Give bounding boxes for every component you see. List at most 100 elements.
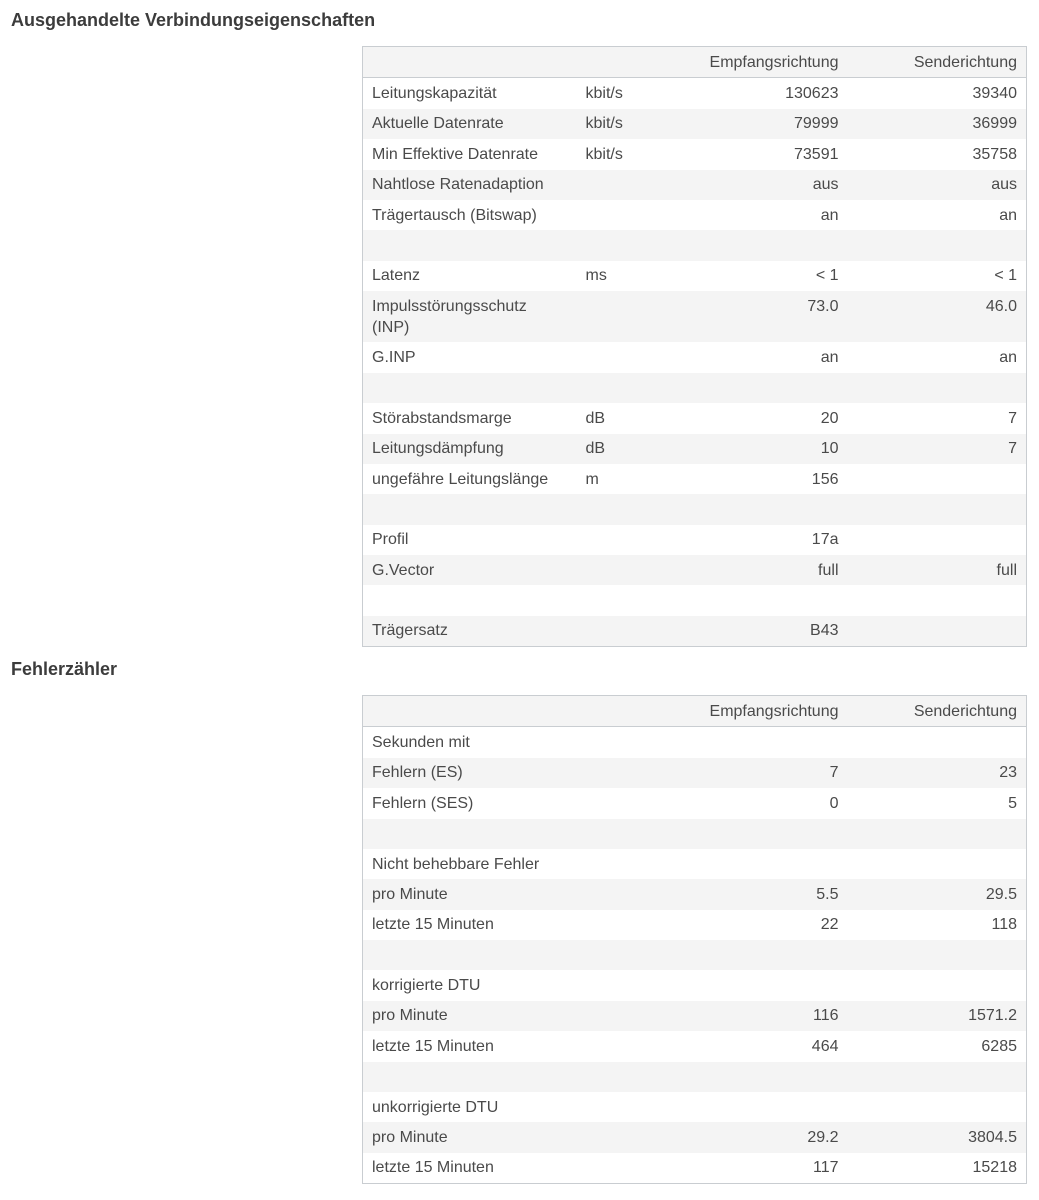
header-row: Empfangsrichtung Senderichtung (362, 46, 1027, 78)
row-label: Aktuelle Datenrate (372, 115, 504, 133)
rx-value: an (820, 349, 839, 367)
data-row: korrigierte DTU (363, 970, 1027, 1000)
table-body: Leitungskapazität kbit/s 130623 39340 Aktuel… (362, 78, 1027, 647)
spacer-cell (363, 373, 1027, 403)
spacer-row (362, 230, 1027, 261)
spacer-row (362, 494, 1027, 525)
row-unit: dB (585, 409, 606, 427)
tx-value: 1571.2 (968, 1007, 1017, 1025)
spacer-cell (363, 494, 1027, 524)
row-label: Störabstandsmarge (372, 409, 512, 427)
rx-value: B43 (810, 622, 839, 640)
data-row: pro Minute 5.5 29.5 (362, 879, 1027, 910)
data-row: Fehlern (ES) 7 23 (362, 757, 1027, 789)
data-row: pro Minute 29.2 3804.5 (362, 1122, 1027, 1153)
rx-value: < 1 (815, 267, 839, 285)
rx-value: 464 (811, 1037, 839, 1055)
tx-value: 39340 (972, 85, 1018, 103)
table-head: Empfangsrichtung Senderichtung (362, 695, 1027, 727)
tx-value: 118 (991, 916, 1017, 934)
row-label: korrigierte DTU (372, 977, 481, 995)
column-header: Empfangsrichtung (709, 53, 839, 71)
spacer-row (362, 818, 1027, 849)
rx-value (668, 849, 848, 879)
data-row: Trägertausch (Bitswap) an an (363, 200, 1027, 230)
row-unit (577, 555, 668, 585)
row-label: G.Vector (372, 561, 435, 579)
tx-value: 23 (999, 764, 1017, 782)
row-label: Leitungsdämpfung (372, 440, 504, 458)
tx-value: 35758 (972, 145, 1018, 163)
rx-value (668, 1092, 848, 1122)
row-unit (577, 525, 668, 555)
data-row: Profil 17a (363, 525, 1027, 555)
row-label: letzte 15 Minuten (372, 1159, 494, 1177)
data-row: G.INP an an (363, 342, 1027, 372)
tx-value: 46.0 (985, 297, 1017, 315)
tx-value (848, 970, 1027, 1000)
tx-value (848, 525, 1027, 555)
rx-value (668, 727, 848, 758)
row-label: Profil (372, 531, 409, 549)
rx-value: 0 (829, 794, 839, 812)
data-row: unkorrigierte DTU (363, 1092, 1027, 1122)
row-unit (577, 727, 668, 758)
data-row: Nicht behebbare Fehler (363, 849, 1027, 879)
row-label: Nahtlose Ratenadaption (372, 176, 544, 194)
row-label: Impulsstörungsschutz (INP) (372, 297, 527, 336)
row-unit (577, 849, 668, 879)
tx-value: 6285 (981, 1037, 1017, 1055)
row-label: Sekunden mit (372, 734, 470, 752)
column-header: Senderichtung (913, 53, 1017, 71)
data-row: Fehlern (SES) 0 5 (363, 788, 1027, 818)
data-row: Aktuelle Datenrate kbit/s 79999 36999 (362, 108, 1027, 140)
tx-value: 7 (1008, 440, 1017, 458)
data-row: Störabstandsmarge dB 20 7 (363, 403, 1027, 433)
data-row: ungefähre Leitungslänge m 156 (363, 464, 1027, 494)
tx-value (848, 616, 1027, 647)
data-row: pro Minute 116 1571.2 (362, 1000, 1027, 1032)
rx-value: 10 (820, 440, 839, 458)
column-header: Empfangsrichtung (709, 702, 839, 720)
row-label: G.INP (372, 349, 416, 367)
data-row: Latenz ms < 1 < 1 (363, 261, 1027, 291)
row-label: Latenz (372, 267, 421, 285)
row-label: Min Effektive Datenrate (372, 145, 539, 163)
tx-value: 15218 (972, 1159, 1018, 1177)
data-row: G.Vector full full (362, 555, 1027, 586)
rx-value: full (818, 561, 839, 579)
rx-value: 116 (812, 1007, 839, 1025)
spacer-row (362, 940, 1027, 971)
row-unit (577, 1001, 668, 1031)
row-unit (577, 1031, 668, 1061)
tx-value: 36999 (972, 115, 1018, 133)
header-cell (577, 696, 668, 727)
spacer-row (362, 372, 1027, 404)
row-unit (577, 291, 668, 342)
row-label: letzte 15 Minuten (372, 1037, 494, 1055)
rx-value: 79999 (794, 115, 839, 133)
rx-value: 7 (829, 764, 839, 782)
row-label: pro Minute (372, 885, 448, 903)
row-unit: kbit/s (585, 85, 623, 103)
row-unit: ms (585, 267, 607, 285)
row-unit (577, 200, 668, 230)
table: Empfangsrichtung Senderichtung Leitungskap… (362, 46, 1027, 648)
row-label: letzte 15 Minuten (372, 916, 494, 934)
data-row: Min Effektive Datenrate kbit/s 73591 35758 (363, 139, 1027, 169)
rx-value: 29.2 (807, 1128, 839, 1146)
tx-value (848, 727, 1027, 758)
tx-value: < 1 (994, 267, 1017, 285)
row-unit: m (585, 470, 599, 488)
row-label: Trägersatz (372, 622, 448, 640)
row-unit (577, 970, 668, 1000)
spacer-cell (363, 230, 1027, 260)
row-label: Trägertausch (Bitswap) (372, 206, 537, 224)
table-body: Sekunden mit Fehlern (ES) 7 23 Fehlern (SES)… (362, 727, 1027, 1184)
rx-value: 73591 (794, 145, 839, 163)
column-header: Senderichtung (913, 702, 1017, 720)
row-label: pro Minute (372, 1128, 448, 1146)
tx-value: an (999, 206, 1017, 224)
row-unit: dB (585, 440, 606, 458)
